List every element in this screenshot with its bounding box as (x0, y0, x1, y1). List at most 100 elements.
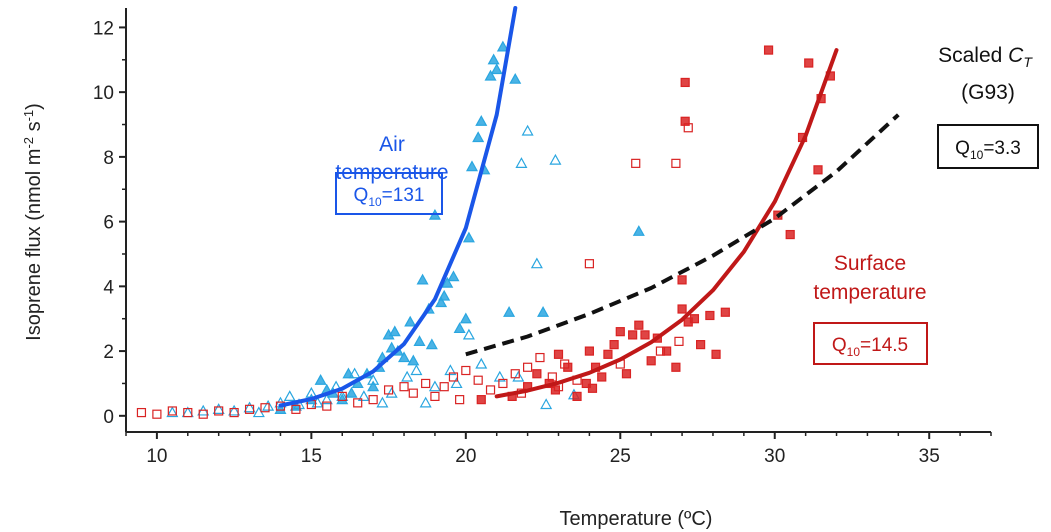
air-temperature-point (537, 306, 550, 317)
scaled-label-text: Scaled (938, 44, 1008, 67)
surface-temperature-point (711, 349, 721, 359)
surface-temperature-point (383, 385, 394, 395)
y-axis-title-mid: s (23, 121, 45, 137)
surface-temperature-point (603, 349, 613, 359)
air-temperature-point (509, 72, 522, 84)
air-temperature-point (503, 306, 516, 317)
air-temperature-curve (278, 6, 518, 408)
surface-temperature-point (550, 385, 561, 395)
surface-temperature-point (640, 330, 650, 340)
air-temperature-point (493, 370, 506, 382)
surface-temperature-point (260, 403, 270, 413)
air-temperature-point (345, 386, 358, 398)
y-tick-label: 2 (103, 342, 114, 363)
air-temperature-point (320, 393, 333, 405)
surface-temperature-point (244, 404, 255, 414)
y-tick-label: 4 (103, 277, 114, 298)
air-temperature-point (367, 373, 380, 385)
surface-q10-prefix: Q (832, 335, 847, 356)
air-temperature-point (435, 296, 448, 308)
air-temperature-point (487, 53, 500, 65)
data-points (136, 40, 835, 419)
x-tick-label: 30 (764, 446, 785, 467)
air-q10-value: =131 (382, 185, 425, 206)
surface-temperature-point (720, 307, 730, 317)
surface-label-line1: Surface (834, 252, 906, 275)
surface-temperature-point (455, 395, 465, 405)
surface-temperature-point (337, 391, 347, 401)
x-tick-label: 25 (610, 446, 631, 467)
surface-temperature-point (368, 395, 378, 405)
surface-temperature-point (581, 378, 591, 389)
scaled-q10-box (937, 124, 1039, 169)
air-temperature-point (367, 380, 380, 392)
surface-temperature-point (473, 375, 483, 385)
air-temperature-point (413, 335, 426, 346)
air-q10-text: Q10=131 (354, 185, 425, 209)
y-axis-title-end: ) (23, 103, 45, 110)
surface-temperature-point (485, 385, 496, 395)
air-temperature-point (515, 157, 528, 168)
air-temperature-point (385, 341, 398, 353)
x-tick-label: 15 (301, 446, 322, 467)
surface-q10-value: =14.5 (860, 335, 908, 356)
air-temperature-point (407, 354, 420, 366)
surface-temperature-point (498, 378, 508, 389)
y-tick-label: 10 (93, 83, 114, 104)
air-label-line1: Air (379, 133, 405, 156)
surface-temperature-point (399, 382, 409, 392)
air-temperature-point (336, 393, 349, 405)
surface-temperature-point (674, 336, 684, 346)
air-temperature-point (283, 390, 296, 401)
x-tick-label: 10 (146, 446, 167, 467)
air-temperature-point (419, 396, 432, 408)
y-axis-title-sup1: -2 (21, 137, 36, 149)
surface-temperature-point (587, 383, 598, 393)
air-temperature-point (401, 370, 414, 382)
surface-temperature-point (631, 158, 641, 168)
air-temperature-point (438, 289, 451, 301)
air-temperature-point (453, 322, 466, 334)
surface-temperature-point (560, 359, 570, 369)
air-temperature-point (166, 406, 179, 418)
surface-q10-sub: 10 (847, 345, 861, 359)
air-temperature-point (428, 380, 441, 392)
surface-q10-text: Q10=14.5 (832, 335, 908, 359)
surface-temperature-point (553, 349, 564, 359)
surface-temperature-point (621, 369, 632, 379)
surface-temperature-point (813, 165, 823, 175)
surface-temperature-point (353, 398, 363, 408)
air-temperature-point (447, 270, 460, 282)
surface-temperature-point (680, 116, 690, 126)
x-tick-label: 35 (919, 446, 940, 467)
air-temperature-point (348, 367, 361, 379)
surface-temperature-point (677, 304, 687, 314)
air-temperature-point (530, 257, 543, 269)
surface-temperature-point (152, 409, 162, 419)
surface-temperature-point (421, 378, 431, 389)
air-temperature-point (410, 364, 423, 376)
air-temperature-point (444, 364, 457, 376)
scaled-q10-value: =3.3 (983, 138, 1021, 159)
surface-temperature-point (461, 365, 471, 376)
scaled-q10-prefix: Q (955, 138, 970, 159)
y-tick-label: 12 (93, 18, 114, 39)
scaled-label-sub: T (1023, 54, 1033, 70)
air-temperature-point (274, 403, 287, 414)
surface-temperature-point (291, 404, 301, 414)
surface-temperature-point (609, 340, 619, 350)
surface-temperature-point (677, 275, 687, 285)
air-temperature-point (462, 328, 475, 340)
surface-temperature-point (680, 77, 690, 88)
air-temperature-point (450, 377, 463, 389)
surface-temperature-point (671, 362, 681, 372)
air-temperature-point (549, 153, 562, 165)
air-temperature-point (388, 325, 401, 337)
air-temperature-point (521, 124, 534, 136)
surface-temperature-point (696, 340, 706, 350)
surface-temperature-point (785, 229, 795, 240)
surface-temperature-point (523, 362, 533, 372)
axes: 10 15 20 25 30 35 0 2 4 6 8 10 12 (93, 8, 992, 467)
scaled-label-var: C (1008, 44, 1024, 67)
surface-temperature-point (671, 158, 681, 168)
